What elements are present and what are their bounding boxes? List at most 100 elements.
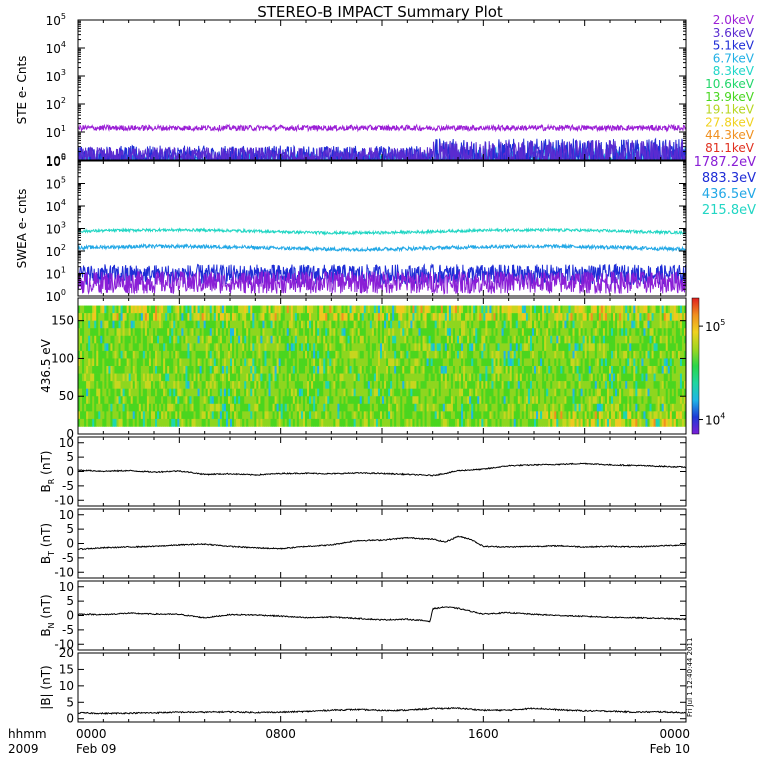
heatmap-cell xyxy=(223,403,227,412)
heatmap-cell xyxy=(373,381,377,389)
heatmap-cell xyxy=(540,388,543,397)
heatmap-cell xyxy=(140,411,144,420)
heatmap-cell xyxy=(112,305,115,314)
heatmap-cell xyxy=(309,388,312,397)
heatmap-cell xyxy=(377,350,381,359)
heatmap-cell xyxy=(357,373,361,382)
heatmap-cell xyxy=(637,343,640,352)
heatmap-cell xyxy=(503,381,507,389)
heatmap-cell xyxy=(240,411,243,420)
heatmap-cell xyxy=(173,403,176,412)
heatmap-cell xyxy=(181,388,184,397)
heatmap-cell xyxy=(414,320,417,329)
heatmap-cell xyxy=(335,320,338,329)
heatmap-cell xyxy=(418,305,421,314)
heatmap-cell xyxy=(270,350,273,359)
heatmap-cell xyxy=(86,328,89,337)
heatmap-cell xyxy=(159,418,162,427)
heatmap-cell xyxy=(394,335,397,344)
heatmap-cell xyxy=(223,373,227,382)
heatmap-cell xyxy=(148,388,152,397)
heatmap-cell xyxy=(404,320,407,329)
heatmap-cell xyxy=(146,403,150,412)
heatmap-cell xyxy=(110,305,113,314)
heatmap-cell xyxy=(325,411,328,420)
heatmap-cell xyxy=(414,313,417,321)
heatmap-cell xyxy=(483,350,486,359)
heatmap-cell xyxy=(483,373,486,382)
heatmap-cell xyxy=(637,381,640,389)
heatmap-cell xyxy=(542,320,545,329)
heatmap-cell xyxy=(232,373,235,382)
heatmap-cell xyxy=(300,418,304,427)
heatmap-cell xyxy=(309,403,312,412)
heatmap-cell xyxy=(211,411,215,420)
heatmap-cell xyxy=(325,388,328,397)
heatmap-cell xyxy=(339,335,342,344)
heatmap-cell xyxy=(82,388,85,397)
heatmap-cell xyxy=(126,381,130,389)
heatmap-cell xyxy=(155,403,158,412)
heatmap-cell xyxy=(521,350,525,359)
heatmap-cell xyxy=(248,343,251,352)
heatmap-cell xyxy=(584,396,588,405)
heatmap-cell xyxy=(574,366,577,374)
heatmap-cell xyxy=(536,418,539,427)
heatmap-cell xyxy=(550,366,553,374)
heatmap-cell xyxy=(459,320,462,329)
heatmap-cell xyxy=(286,381,290,389)
heatmap-cell xyxy=(531,411,535,420)
heatmap-cell xyxy=(307,403,310,412)
heatmap-cell xyxy=(412,335,415,344)
heatmap-cell xyxy=(335,343,338,352)
heatmap-cell xyxy=(286,343,290,352)
heatmap-cell xyxy=(187,343,190,352)
heatmap-cell xyxy=(503,343,507,352)
heatmap-cell xyxy=(647,343,650,352)
heatmap-cell xyxy=(657,320,661,329)
heatmap-cell xyxy=(501,388,504,397)
heatmap-cell xyxy=(410,381,413,389)
heatmap-cell xyxy=(167,396,170,405)
heatmap-cell xyxy=(568,320,571,329)
heatmap-cell xyxy=(302,418,306,427)
heatmap-cell xyxy=(250,313,253,321)
heatmap-cell xyxy=(428,418,432,427)
heatmap-cell xyxy=(227,350,231,359)
heatmap-cell xyxy=(232,358,235,367)
heatmap-cell xyxy=(475,411,478,420)
heatmap-cell xyxy=(418,313,421,321)
heatmap-cell xyxy=(321,320,324,329)
heatmap-cell xyxy=(138,418,142,427)
heatmap-cell xyxy=(570,418,573,427)
heatmap-cell xyxy=(317,388,320,397)
heatmap-cell xyxy=(448,396,452,405)
heatmap-cell xyxy=(436,366,440,374)
heatmap-cell xyxy=(456,396,460,405)
heatmap-cell xyxy=(665,335,669,344)
heatmap-cell xyxy=(600,381,604,389)
heatmap-cell xyxy=(124,418,128,427)
heatmap-cell xyxy=(560,396,563,405)
heatmap-cell xyxy=(501,381,504,389)
heatmap-cell xyxy=(82,328,85,337)
heatmap-cell xyxy=(209,396,213,405)
heatmap-cell xyxy=(463,350,466,359)
heatmap-cell xyxy=(183,358,186,367)
heatmap-cell xyxy=(432,335,436,344)
heatmap-cell xyxy=(651,343,654,352)
heatmap-cell xyxy=(548,366,551,374)
heatmap-cell xyxy=(298,320,302,329)
heatmap-cell xyxy=(485,328,488,337)
heatmap-cell xyxy=(523,358,527,367)
heatmap-cell xyxy=(209,411,213,420)
heatmap-cell xyxy=(461,328,464,337)
heatmap-cell xyxy=(126,373,130,382)
heatmap-cell xyxy=(213,411,217,420)
heatmap-cell xyxy=(223,350,227,359)
heatmap-cell xyxy=(292,381,296,389)
heatmap-cell xyxy=(663,388,667,397)
heatmap-cell xyxy=(345,403,348,412)
heatmap-cell xyxy=(596,418,600,427)
heatmap-cell xyxy=(615,366,618,374)
